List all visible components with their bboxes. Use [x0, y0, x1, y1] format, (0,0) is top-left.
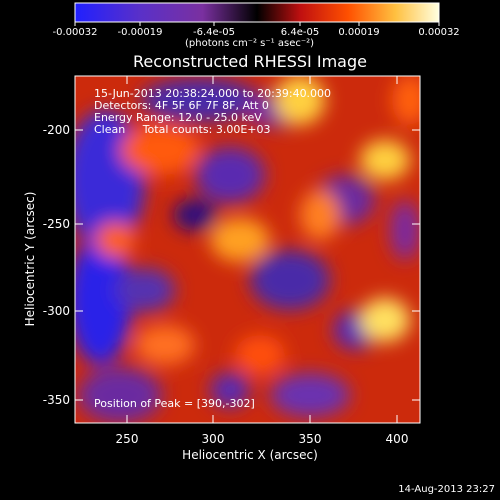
colorbar-tick-label: -6.4e-05: [193, 27, 235, 38]
x-tick-label: 350: [299, 432, 322, 446]
y-tick-label: -250: [43, 217, 70, 231]
colorbar-tick-label: 6.4e-05: [281, 27, 319, 38]
x-tick-label: 300: [202, 432, 225, 446]
colorbar-ticks: -0.00032 -0.00019 -6.4e-05 6.4e-05 0.00019 0.…: [53, 22, 460, 38]
colorbar-tick-label: -0.00019: [118, 27, 163, 38]
colorbar-tick-label: 0.00032: [418, 27, 459, 38]
y-tick-label: -350: [43, 393, 70, 407]
clean-total-counts: Clean Total counts: 3.00E+03: [94, 123, 271, 136]
y-tick-label: -300: [43, 304, 70, 318]
rhessi-image: [75, 76, 420, 423]
y-axis-label: Heliocentric Y (arcsec): [23, 191, 37, 327]
x-tick-label: 250: [116, 432, 139, 446]
x-tick-label: 400: [386, 432, 409, 446]
detectors-info: Detectors: 4F 5F 6F 7F 8F, Att 0: [94, 99, 269, 112]
timestamp: 14-Aug-2013 23:27: [398, 484, 495, 495]
axis-ticks: 250 300 350 400 -200 -250 -300 -350: [43, 76, 420, 446]
colorbar-tick-label: -0.00032: [53, 27, 98, 38]
plot-frame: [74, 75, 421, 424]
time-range: 15-Jun-2013 20:38:24.000 to 20:39:40.000: [94, 87, 332, 100]
energy-range: Energy Range: 12.0 - 25.0 keV: [94, 111, 262, 124]
peak-position: Position of Peak = [390,-302]: [94, 397, 255, 410]
plot-title: Reconstructed RHESSI Image: [133, 52, 367, 71]
colorbar: [74, 2, 440, 23]
y-tick-label: -200: [43, 123, 70, 137]
colorbar-tick-label: 0.00019: [338, 27, 379, 38]
x-axis-label: Heliocentric X (arcsec): [182, 448, 318, 462]
colorbar-unit-label: (photons cm⁻² s⁻¹ asec⁻²): [185, 38, 315, 49]
